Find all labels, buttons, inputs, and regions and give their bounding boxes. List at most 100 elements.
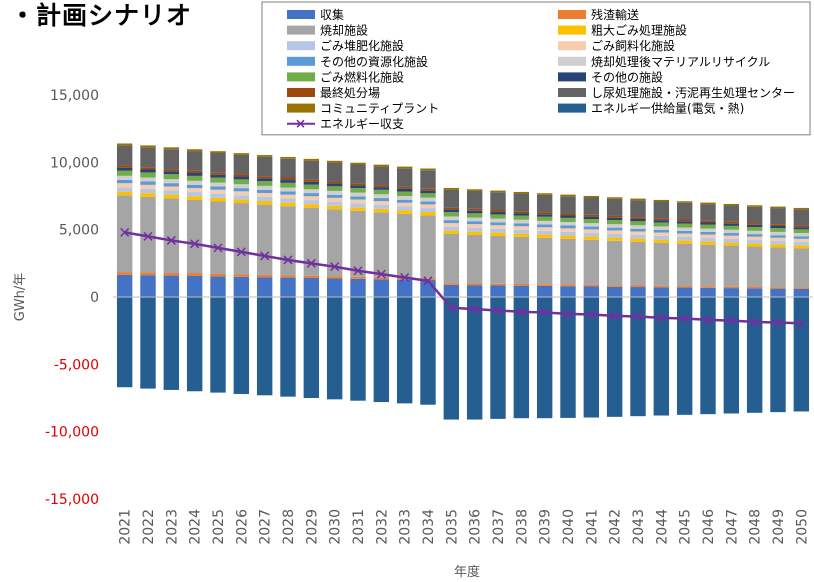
bar-segment — [606, 286, 623, 297]
x-tick-label: 2027 — [258, 509, 274, 545]
bar-segment — [326, 197, 343, 202]
bar-segment — [373, 189, 390, 195]
legend-label: 収集 — [320, 7, 344, 22]
bar-segment — [700, 297, 716, 415]
bar-segment — [280, 178, 296, 181]
bar-segment — [303, 278, 320, 297]
bar-segment — [583, 239, 600, 285]
bar-segment — [606, 230, 623, 234]
bar-segment — [746, 205, 763, 207]
bar-segment — [723, 288, 740, 297]
line-marker — [586, 309, 596, 320]
bar-segment — [653, 199, 670, 202]
bar-segment — [443, 230, 460, 234]
bar-segment — [373, 164, 390, 167]
x-tick-label: 2045 — [678, 509, 694, 545]
bar-segment — [303, 160, 320, 180]
bar-segment — [140, 181, 156, 185]
bar-segment — [420, 197, 436, 202]
bar-segment — [466, 234, 483, 284]
bar-segment — [280, 194, 296, 199]
bar-segment — [303, 158, 320, 161]
bar-segment — [326, 201, 343, 206]
bar-segment — [420, 212, 436, 216]
bar-segment — [303, 189, 320, 194]
bar-segment — [443, 207, 460, 210]
bar-segment — [233, 176, 250, 180]
bar-segment — [396, 199, 413, 203]
bar-segment — [420, 170, 436, 189]
bar-segment — [420, 188, 436, 191]
bar-segment — [303, 204, 320, 208]
bar-segment — [396, 206, 413, 211]
bar-segment — [256, 196, 273, 202]
bar-segment — [583, 216, 600, 220]
bar-segment — [630, 228, 646, 232]
line-marker — [796, 318, 806, 328]
legend-label: ごみ堆肥化施設 — [320, 38, 404, 53]
bar-segment — [583, 297, 600, 418]
bar-segment — [793, 242, 810, 246]
bar-segment — [256, 178, 273, 182]
bar-segment — [303, 184, 320, 190]
bar-segment — [256, 274, 273, 278]
legend-swatch — [287, 25, 315, 35]
bar-segment — [116, 167, 133, 171]
line-marker — [236, 247, 246, 257]
legend-label: 最終処分場 — [320, 85, 380, 100]
bar-segment — [560, 238, 576, 285]
bar-segment — [606, 198, 623, 216]
bar-segment — [210, 297, 226, 393]
bar-segment — [513, 213, 530, 216]
bar-segment — [443, 209, 460, 213]
bar-segment — [186, 180, 203, 185]
bar-segment — [443, 226, 460, 231]
legend-swatch — [558, 56, 586, 66]
bar-segment — [700, 241, 716, 245]
bar-segment — [256, 189, 273, 193]
bar-segment — [630, 200, 646, 218]
bar-segment — [466, 224, 483, 228]
bar-segment — [536, 194, 553, 213]
bar-segment — [606, 233, 623, 238]
bar-segment — [536, 224, 553, 228]
bar-segment — [256, 185, 273, 190]
bar-segment — [560, 194, 576, 197]
bar-segment — [140, 147, 156, 168]
bar-segment — [466, 297, 483, 420]
bar-segment — [560, 196, 576, 214]
bar-segment — [210, 186, 226, 190]
bar-segment — [186, 188, 203, 193]
page-title: ・計画シナリオ — [10, 1, 193, 30]
bar-segment — [536, 237, 553, 285]
bar-segment — [746, 297, 763, 413]
bar-segment — [326, 205, 343, 210]
bar-segment — [536, 193, 553, 195]
bar-segment — [746, 236, 763, 241]
bar-segment — [793, 287, 810, 289]
bar-segment — [583, 286, 600, 297]
line-marker — [540, 307, 550, 318]
line-marker — [470, 304, 480, 314]
bar-segment — [513, 223, 530, 227]
line-marker — [750, 317, 760, 327]
bar-segment — [770, 288, 786, 297]
bar-segment — [583, 226, 600, 230]
x-tick-label: 2047 — [724, 509, 740, 545]
bar-segment — [653, 218, 670, 221]
bar-segment — [210, 151, 226, 154]
bar-segment — [350, 192, 366, 197]
bar-segment — [723, 205, 740, 222]
bar-segment — [373, 166, 390, 186]
y-axis: 15,000 10,000 5,000 0 -5,000 -10,000 -15,000 — [45, 88, 99, 508]
bar-segment — [350, 162, 366, 165]
bar-segment — [303, 200, 320, 205]
bar-segment — [116, 143, 133, 146]
bar-segment — [793, 233, 810, 237]
x-tick-label: 2044 — [654, 509, 670, 545]
line-marker — [423, 276, 433, 286]
x-tick-label: 2037 — [491, 509, 507, 545]
bar-segment — [443, 187, 460, 190]
line-marker — [190, 239, 200, 249]
